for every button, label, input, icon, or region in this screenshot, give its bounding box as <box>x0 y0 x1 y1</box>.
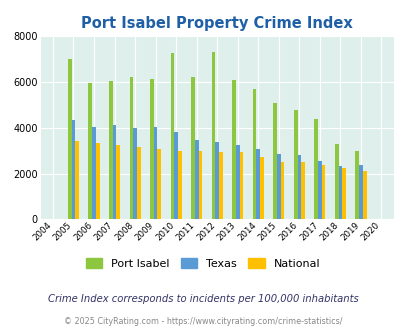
Bar <box>116 145 120 219</box>
Bar <box>215 142 219 219</box>
Bar <box>313 119 317 219</box>
Bar <box>109 82 113 219</box>
Bar <box>96 143 99 219</box>
Bar <box>239 152 243 219</box>
Bar <box>252 89 256 219</box>
Bar <box>338 166 341 219</box>
Bar <box>334 144 338 219</box>
Bar <box>317 161 321 219</box>
Bar <box>301 162 304 219</box>
Bar <box>297 155 301 219</box>
Bar <box>153 127 157 219</box>
Bar <box>280 162 283 219</box>
Text: © 2025 CityRating.com - https://www.cityrating.com/crime-statistics/: © 2025 CityRating.com - https://www.city… <box>64 317 341 326</box>
Bar <box>136 147 140 219</box>
Bar <box>235 145 239 219</box>
Bar <box>150 79 153 219</box>
Bar <box>211 52 215 219</box>
Bar <box>321 165 325 219</box>
Legend: Port Isabel, Texas, National: Port Isabel, Texas, National <box>81 254 324 273</box>
Bar <box>113 125 116 219</box>
Text: Crime Index corresponds to incidents per 100,000 inhabitants: Crime Index corresponds to incidents per… <box>47 294 358 304</box>
Bar <box>129 77 133 219</box>
Bar <box>358 165 362 219</box>
Bar <box>354 151 358 219</box>
Bar <box>177 151 181 219</box>
Bar <box>276 154 280 219</box>
Bar <box>362 171 366 219</box>
Bar <box>232 80 235 219</box>
Bar <box>71 120 75 219</box>
Bar <box>170 53 174 219</box>
Bar <box>92 126 96 219</box>
Bar <box>157 149 161 219</box>
Bar <box>293 110 297 219</box>
Bar <box>273 103 276 219</box>
Bar <box>260 157 263 219</box>
Bar <box>68 59 71 219</box>
Bar <box>256 149 260 219</box>
Title: Port Isabel Property Crime Index: Port Isabel Property Crime Index <box>81 16 352 31</box>
Bar <box>75 141 79 219</box>
Bar <box>219 152 222 219</box>
Bar <box>194 140 198 219</box>
Bar <box>191 77 194 219</box>
Bar <box>133 128 136 219</box>
Bar <box>174 132 177 219</box>
Bar <box>88 83 92 219</box>
Bar <box>198 151 202 219</box>
Bar <box>341 168 345 219</box>
